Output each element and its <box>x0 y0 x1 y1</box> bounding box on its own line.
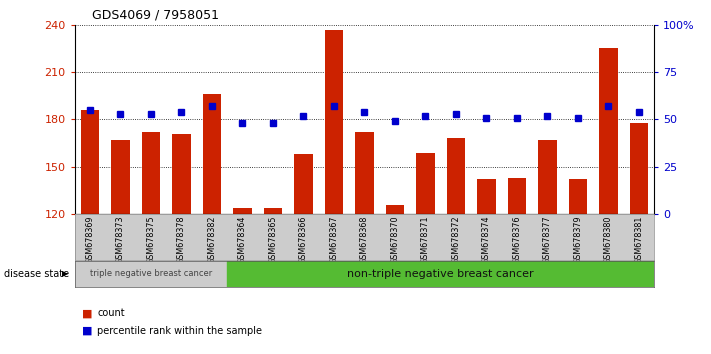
Bar <box>319 214 349 260</box>
Bar <box>562 214 593 260</box>
Text: GSM678378: GSM678378 <box>177 216 186 264</box>
Bar <box>569 179 587 214</box>
Bar <box>502 214 532 260</box>
Bar <box>75 214 105 260</box>
Bar <box>233 208 252 214</box>
Bar <box>624 214 654 260</box>
Bar <box>141 132 160 214</box>
Bar <box>203 94 221 214</box>
Text: GSM678375: GSM678375 <box>146 216 156 264</box>
Text: non-triple negative breast cancer: non-triple negative breast cancer <box>347 269 534 279</box>
Text: GSM678366: GSM678366 <box>299 216 308 264</box>
Bar <box>416 153 434 214</box>
Bar <box>166 214 197 260</box>
Text: GSM678369: GSM678369 <box>85 216 95 264</box>
Bar <box>410 214 441 260</box>
Bar <box>264 208 282 214</box>
Bar <box>380 214 410 260</box>
Bar <box>508 178 526 214</box>
Bar <box>257 214 288 260</box>
Bar <box>81 110 99 214</box>
Text: disease state: disease state <box>4 269 69 279</box>
Text: GSM678370: GSM678370 <box>390 216 400 264</box>
Bar <box>136 214 166 260</box>
Bar <box>75 261 227 287</box>
Bar <box>593 214 624 260</box>
Text: GSM678365: GSM678365 <box>268 216 277 264</box>
Text: GSM678368: GSM678368 <box>360 216 369 264</box>
Text: ■: ■ <box>82 326 92 336</box>
Bar <box>294 154 313 214</box>
Bar <box>197 214 227 260</box>
Bar <box>447 138 465 214</box>
Bar <box>471 214 502 260</box>
Bar <box>325 29 343 214</box>
Bar <box>356 132 373 214</box>
Bar <box>172 134 191 214</box>
Text: ▶: ▶ <box>63 269 69 278</box>
Text: percentile rank within the sample: percentile rank within the sample <box>97 326 262 336</box>
Text: count: count <box>97 308 125 318</box>
Bar <box>441 214 471 260</box>
Text: GSM678376: GSM678376 <box>513 216 521 264</box>
Text: GSM678379: GSM678379 <box>573 216 582 264</box>
Text: ■: ■ <box>82 308 92 318</box>
Text: GDS4069 / 7958051: GDS4069 / 7958051 <box>92 9 220 22</box>
Text: GSM678364: GSM678364 <box>238 216 247 264</box>
Bar <box>477 179 496 214</box>
Text: GSM678371: GSM678371 <box>421 216 430 264</box>
Bar <box>630 122 648 214</box>
Text: triple negative breast cancer: triple negative breast cancer <box>90 269 212 279</box>
Bar <box>227 261 654 287</box>
Bar <box>538 140 557 214</box>
Bar <box>111 140 129 214</box>
Text: GSM678372: GSM678372 <box>451 216 461 264</box>
Bar <box>599 48 618 214</box>
Text: GSM678367: GSM678367 <box>329 216 338 264</box>
Text: GSM678373: GSM678373 <box>116 216 125 264</box>
Text: GSM678382: GSM678382 <box>208 216 216 264</box>
Text: GSM678374: GSM678374 <box>482 216 491 264</box>
Bar <box>386 205 404 214</box>
Bar <box>532 214 562 260</box>
Text: GSM678380: GSM678380 <box>604 216 613 264</box>
Text: GSM678377: GSM678377 <box>543 216 552 264</box>
Text: GSM678381: GSM678381 <box>634 216 643 264</box>
Bar <box>227 214 257 260</box>
Bar <box>105 214 136 260</box>
Bar <box>349 214 380 260</box>
Bar <box>288 214 319 260</box>
